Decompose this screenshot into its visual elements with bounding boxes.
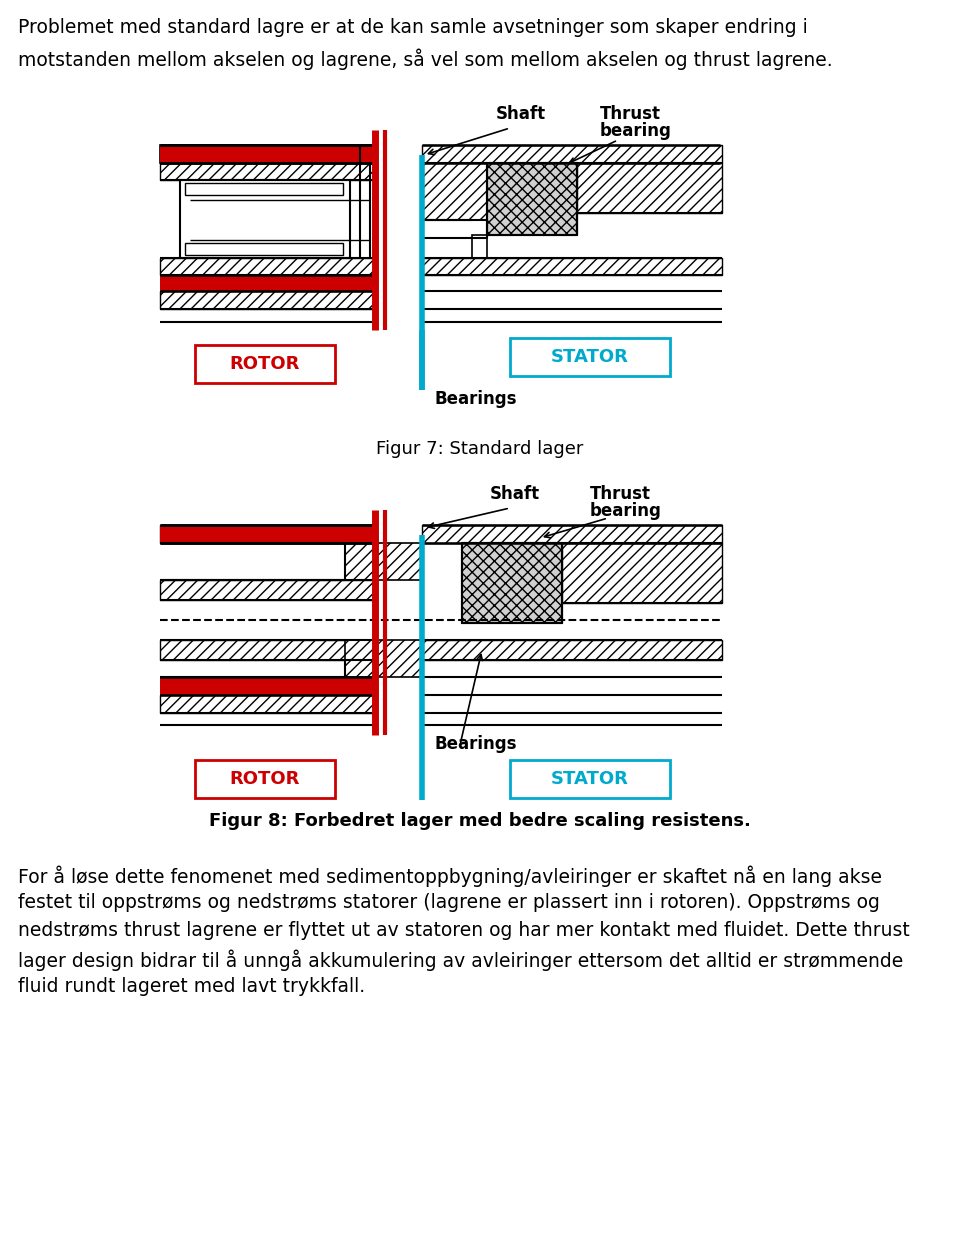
Bar (472, 235, 487, 260)
Bar (577, 163, 722, 213)
Text: bearing: bearing (600, 122, 672, 140)
Text: STATOR: STATOR (551, 769, 629, 788)
Text: Shaft: Shaft (490, 485, 540, 503)
Text: STATOR: STATOR (551, 348, 629, 365)
Bar (180, 180, 350, 259)
Bar (160, 677, 375, 695)
Text: fluid rundt lageret med lavt trykkfall.: fluid rundt lageret med lavt trykkfall. (18, 977, 365, 996)
Text: lager design bidrar til å unngå akkumulering av avleiringer ettersom det alltid : lager design bidrar til å unngå akkumule… (18, 948, 903, 971)
Text: Shaft: Shaft (496, 104, 546, 123)
Bar (160, 525, 375, 543)
Bar (195, 346, 335, 383)
Bar (195, 759, 335, 798)
Text: nedstrøms thrust lagrene er flyttet ut av statoren og har mer kontakt med fluide: nedstrøms thrust lagrene er flyttet ut a… (18, 921, 910, 940)
Bar (422, 163, 487, 220)
Text: Figur 8: Forbedret lager med bedre scaling resistens.: Figur 8: Forbedret lager med bedre scali… (209, 812, 751, 830)
Bar (462, 543, 562, 623)
Bar (185, 183, 343, 195)
Bar (160, 145, 720, 425)
Text: Thrust: Thrust (590, 485, 651, 503)
Text: motstanden mellom akselen og lagrene, så vel som mellom akselen og thrust lagren: motstanden mellom akselen og lagrene, så… (18, 48, 832, 70)
Bar (422, 525, 722, 543)
Bar (422, 220, 487, 237)
Bar (185, 242, 343, 255)
Bar (160, 695, 375, 713)
Text: ROTOR: ROTOR (229, 769, 300, 788)
Bar (160, 291, 375, 310)
Text: For å løse dette fenomenet med sedimentoppbygning/avleiringer er skaftet nå en l: For å løse dette fenomenet med sedimento… (18, 865, 882, 886)
Bar (160, 259, 375, 275)
Text: ROTOR: ROTOR (229, 355, 300, 373)
Polygon shape (345, 640, 422, 677)
Bar (562, 543, 722, 603)
Bar (160, 580, 375, 600)
Text: festet til oppstrøms og nedstrøms statorer (lagrene er plassert inn i rotoren). : festet til oppstrøms og nedstrøms stator… (18, 892, 880, 912)
Bar (422, 145, 722, 163)
Text: Figur 7: Standard lager: Figur 7: Standard lager (376, 440, 584, 457)
Bar (160, 145, 375, 163)
Polygon shape (345, 543, 422, 580)
Bar (160, 640, 375, 660)
Bar (510, 759, 670, 798)
Text: Thrust: Thrust (600, 104, 661, 123)
Bar (160, 145, 375, 163)
Text: Bearings: Bearings (435, 390, 517, 408)
Bar (422, 640, 722, 660)
Bar (422, 259, 722, 275)
Bar (487, 163, 577, 235)
Text: bearing: bearing (590, 502, 661, 520)
Bar (160, 525, 375, 543)
Text: Problemet med standard lagre er at de kan samle avsetninger som skaper endring i: Problemet med standard lagre er at de ka… (18, 17, 807, 37)
Text: Bearings: Bearings (435, 735, 517, 753)
Bar (160, 275, 375, 291)
Bar (160, 163, 375, 180)
Bar (510, 338, 670, 375)
